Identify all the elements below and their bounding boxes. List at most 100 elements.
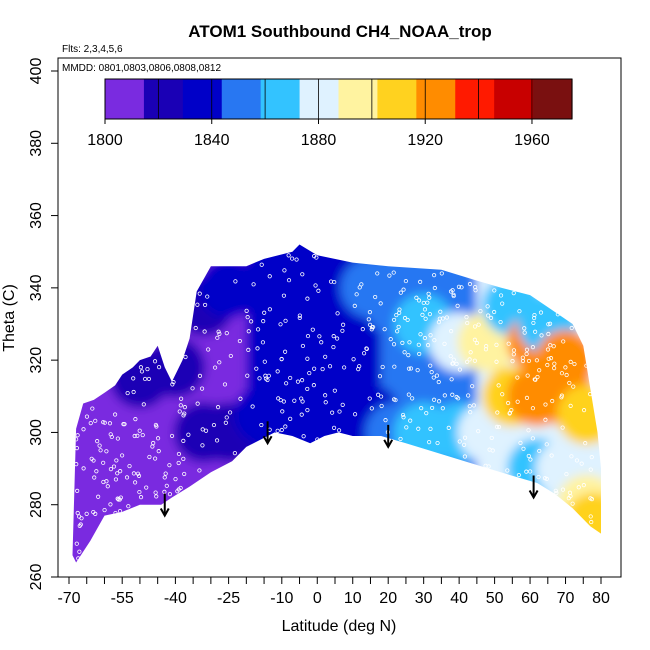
- sample-point: [537, 448, 542, 454]
- sample-point: [472, 324, 478, 329]
- sample-point: [305, 296, 310, 301]
- sample-point: [442, 341, 447, 346]
- sample-point: [115, 471, 120, 476]
- sample-point: [510, 359, 515, 364]
- sample-point: [462, 435, 468, 440]
- sample-point: [186, 432, 191, 437]
- sample-point: [131, 471, 136, 476]
- sample-point: [524, 351, 529, 357]
- sample-point: [465, 320, 470, 326]
- colorbar-segment: [221, 79, 262, 119]
- sample-point: [88, 421, 93, 426]
- sample-point: [154, 494, 159, 499]
- sample-point: [169, 433, 175, 439]
- x-tick-label: 40: [450, 590, 468, 607]
- sample-point: [417, 351, 422, 357]
- sample-point: [379, 403, 384, 409]
- sample-point: [142, 376, 148, 382]
- sample-point: [559, 393, 565, 398]
- sample-point: [145, 366, 150, 372]
- sample-point: [450, 392, 455, 397]
- sample-point: [382, 327, 387, 332]
- colorbar-segment: [260, 79, 301, 119]
- sample-point: [576, 485, 581, 490]
- sample-point: [543, 402, 548, 407]
- sample-point: [162, 475, 167, 480]
- sample-point: [391, 317, 397, 323]
- sample-point: [177, 409, 182, 414]
- colorbar-tick-label: 1840: [194, 132, 230, 149]
- sample-point: [388, 337, 393, 342]
- sample-point: [197, 373, 203, 378]
- sample-point: [589, 519, 594, 525]
- ch4-value-patch: [145, 337, 206, 398]
- sample-point: [216, 329, 221, 334]
- sample-point: [84, 511, 89, 516]
- sample-point: [331, 344, 336, 350]
- sample-point: [254, 366, 259, 371]
- x-tick-label: 20: [379, 590, 397, 607]
- sample-point: [496, 383, 501, 388]
- sample-point: [116, 497, 121, 502]
- sample-point: [120, 453, 125, 458]
- sample-point: [554, 490, 559, 496]
- sample-point: [125, 390, 130, 396]
- sample-point: [391, 342, 397, 347]
- plot-frame: [57, 57, 622, 578]
- colorbar: 1800 1840 1880 1920 1960: [87, 78, 573, 149]
- sample-point: [531, 320, 536, 326]
- sample-point: [422, 335, 428, 341]
- sample-point: [467, 357, 472, 362]
- sample-point: [448, 354, 453, 359]
- sample-point: [415, 368, 420, 373]
- sample-point: [135, 433, 140, 438]
- sample-point: [589, 455, 594, 460]
- sample-point: [117, 497, 122, 502]
- x-tick-label: 80: [592, 590, 610, 607]
- sample-point: [178, 396, 184, 401]
- sample-point: [410, 396, 415, 401]
- sample-point: [200, 443, 205, 448]
- sample-point: [378, 301, 383, 306]
- sample-point: [181, 456, 186, 461]
- sample-point: [259, 262, 264, 267]
- colorbar-segment: [455, 79, 495, 119]
- y-tick-label: 340: [28, 274, 45, 301]
- ch4-value-patch: [72, 510, 103, 563]
- sample-point: [462, 454, 468, 459]
- sample-point: [335, 311, 340, 316]
- sample-point: [97, 443, 102, 448]
- sample-point: [151, 440, 156, 446]
- sample-point: [551, 344, 556, 349]
- sample-point: [396, 324, 401, 330]
- y-axis: 260 280 300 320 340 360 380 400: [28, 58, 58, 590]
- x-tick-label: -10: [270, 590, 293, 607]
- sample-point: [423, 316, 428, 321]
- sample-point: [405, 317, 410, 323]
- sample-point: [494, 359, 499, 364]
- sample-point: [354, 292, 359, 297]
- sample-point: [181, 413, 186, 418]
- sample-point: [102, 420, 107, 425]
- sample-point: [564, 471, 569, 477]
- x-tick-label: 0: [313, 590, 322, 607]
- sample-point: [496, 424, 502, 430]
- sample-point: [446, 425, 451, 430]
- sample-point: [588, 514, 593, 519]
- sample-point: [259, 422, 264, 428]
- sample-point: [380, 364, 385, 370]
- sample-point: [195, 401, 200, 406]
- y-tick-label: 280: [28, 491, 45, 518]
- sample-point: [323, 400, 328, 405]
- sample-point: [246, 347, 251, 353]
- sample-point: [118, 469, 123, 474]
- sample-point: [450, 288, 455, 293]
- sample-point: [152, 359, 158, 364]
- y-tick-label: 360: [28, 202, 45, 229]
- sample-point: [313, 283, 318, 288]
- sample-point: [394, 312, 399, 318]
- sample-point: [245, 315, 250, 320]
- sample-point: [579, 461, 584, 466]
- sample-point: [542, 476, 548, 481]
